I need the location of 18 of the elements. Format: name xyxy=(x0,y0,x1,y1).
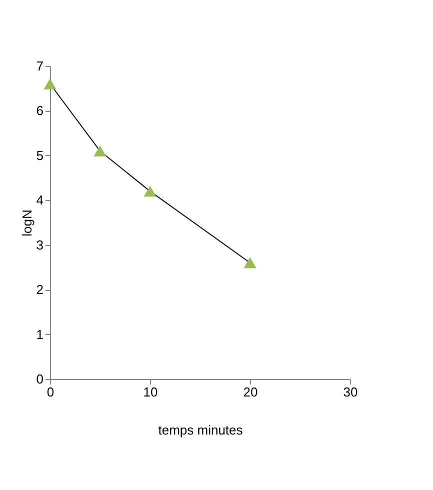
y-tick-label: 7 xyxy=(36,58,44,74)
x-tick-label: 0 xyxy=(46,384,54,400)
point xyxy=(144,186,156,197)
y-tick-label: 1 xyxy=(36,326,44,342)
y-tick-label: 3 xyxy=(36,237,44,252)
x-axis-title: temps minutes xyxy=(158,422,244,438)
y-tick-label: 0 xyxy=(36,372,44,386)
x-tick-label: 30 xyxy=(343,384,358,400)
y-tick-label: 6 xyxy=(36,103,44,118)
point xyxy=(244,257,256,268)
x-tick-label: 20 xyxy=(243,384,258,400)
point xyxy=(94,145,106,156)
y-tick-label: 2 xyxy=(36,282,44,298)
y-tick-label: 5 xyxy=(36,148,44,163)
x-tick-label: 10 xyxy=(143,384,158,400)
y-axis-title: logN xyxy=(19,210,34,236)
y-tick-label: 4 xyxy=(36,192,44,208)
point xyxy=(44,78,56,90)
